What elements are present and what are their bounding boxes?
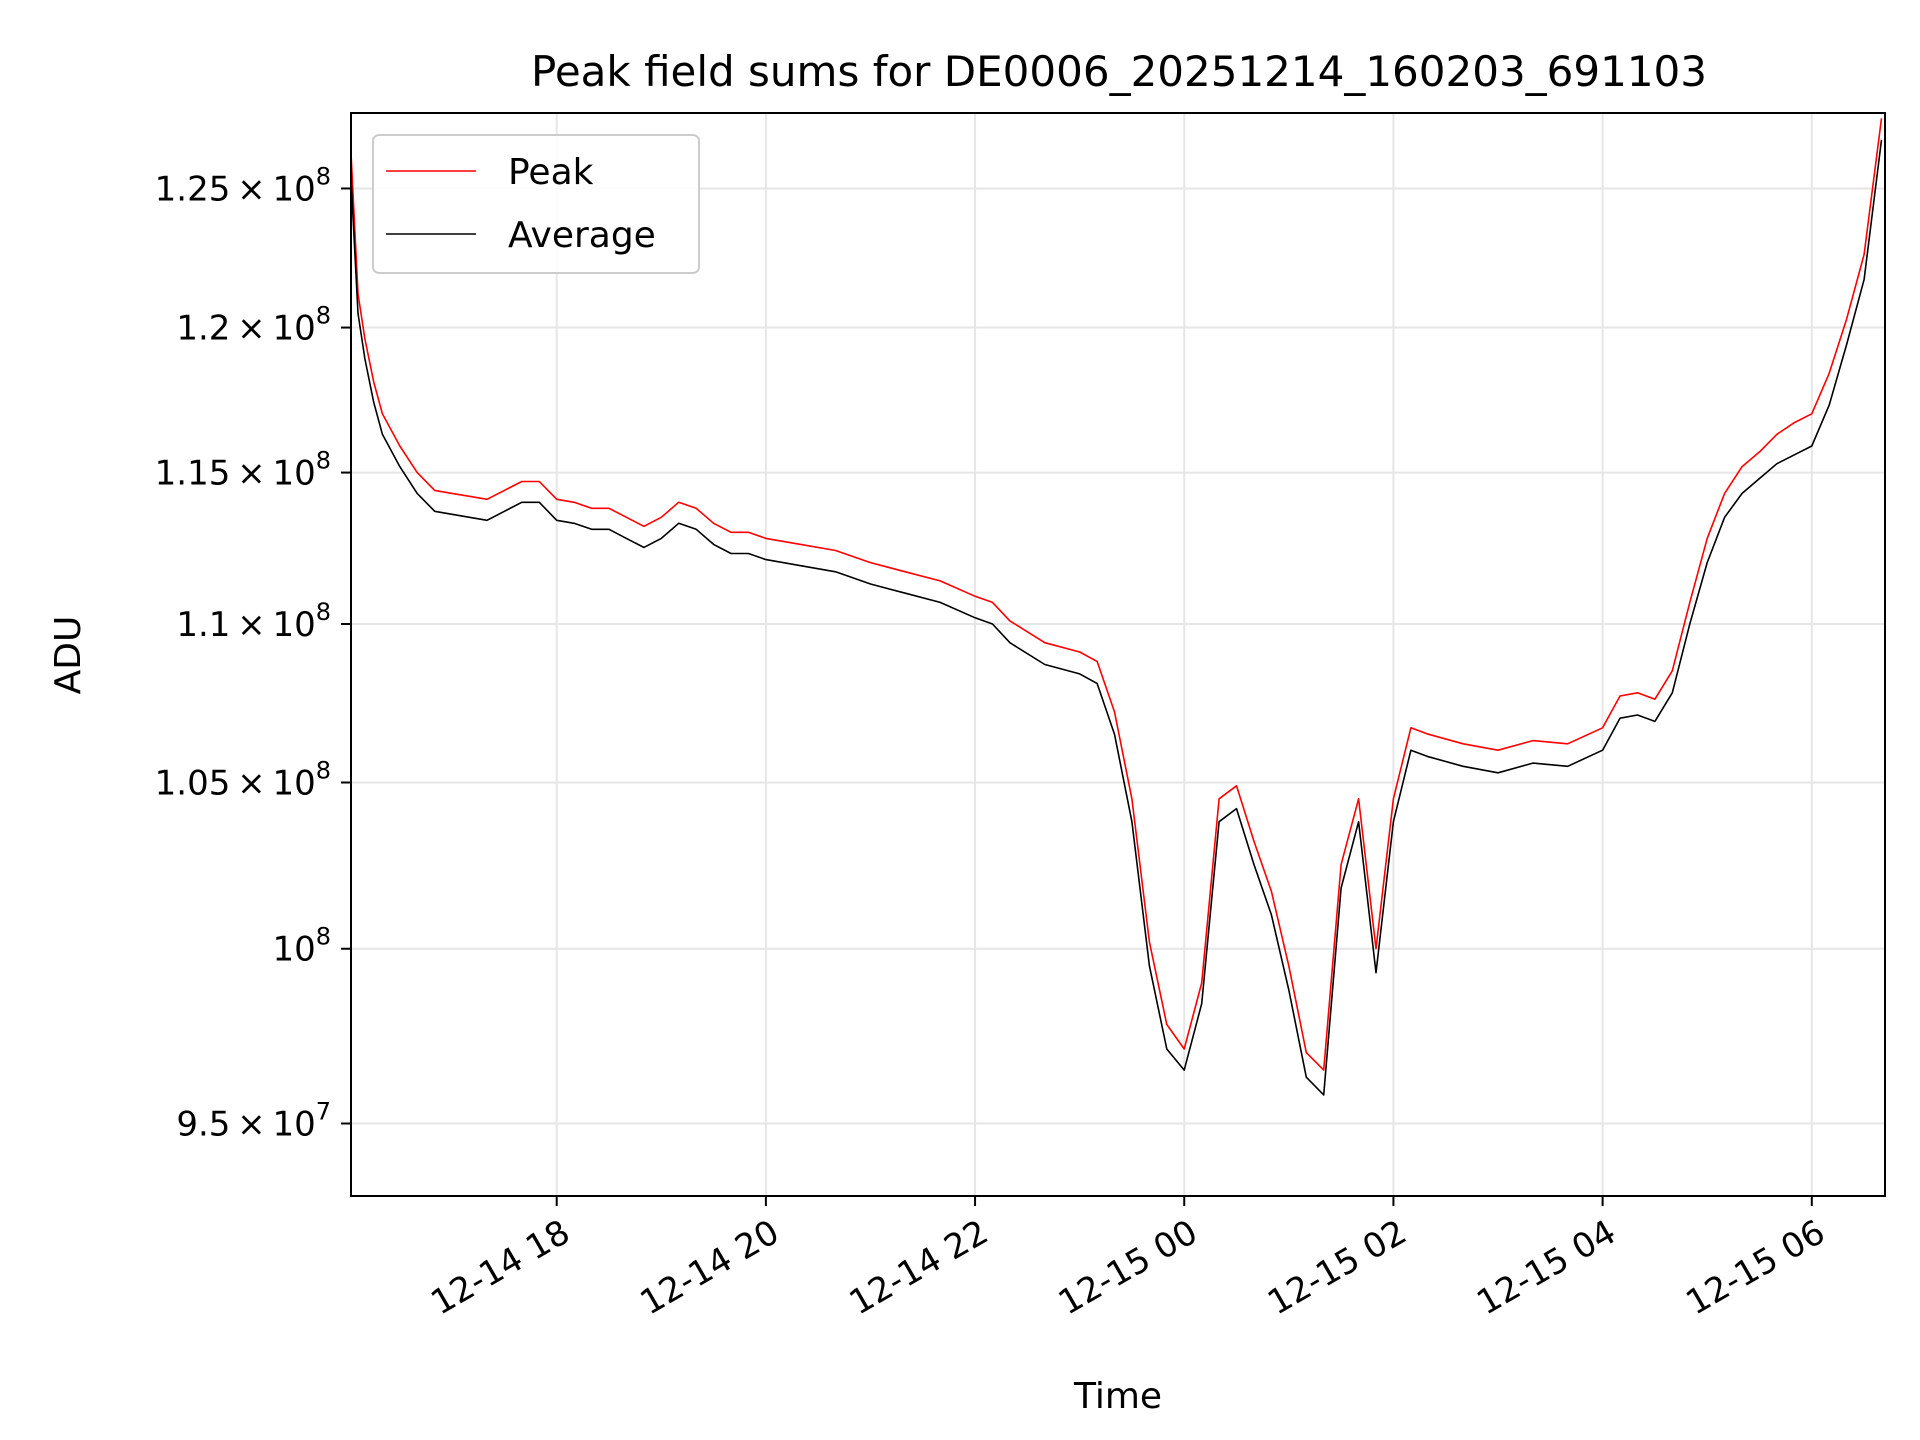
chart-title: Peak field sums for DE0006_20251214_1602… [531,47,1707,96]
y-axis-label: ADU [48,616,89,695]
y-tick-label: 1.1 × 108 [176,598,331,645]
y-tick-label: 1.25 × 108 [155,162,331,209]
legend-label-peak: Peak [508,152,594,193]
y-tick-label: 1.15 × 108 [155,447,331,494]
series-line-average [350,139,1883,1096]
legend: Peak Average [372,134,700,274]
legend-label-average: Average [508,215,656,256]
y-axis: 9.5 × 107 108 1.05 × 108 1.1 × 108 1.15 × 10… [155,162,351,1145]
legend-box [372,134,700,274]
data-layer [350,118,1883,1096]
grid [351,113,1885,1196]
series-line-peak [350,118,1883,1071]
y-tick-label: 108 [272,923,331,970]
y-tick-label: 9.5 × 107 [176,1098,331,1145]
y-tick-label: 1.2 × 108 [176,302,331,349]
y-tick-label: 1.05 × 108 [155,757,331,804]
x-axis-label: Time [1073,1376,1162,1417]
plot-frame [350,112,1886,1197]
